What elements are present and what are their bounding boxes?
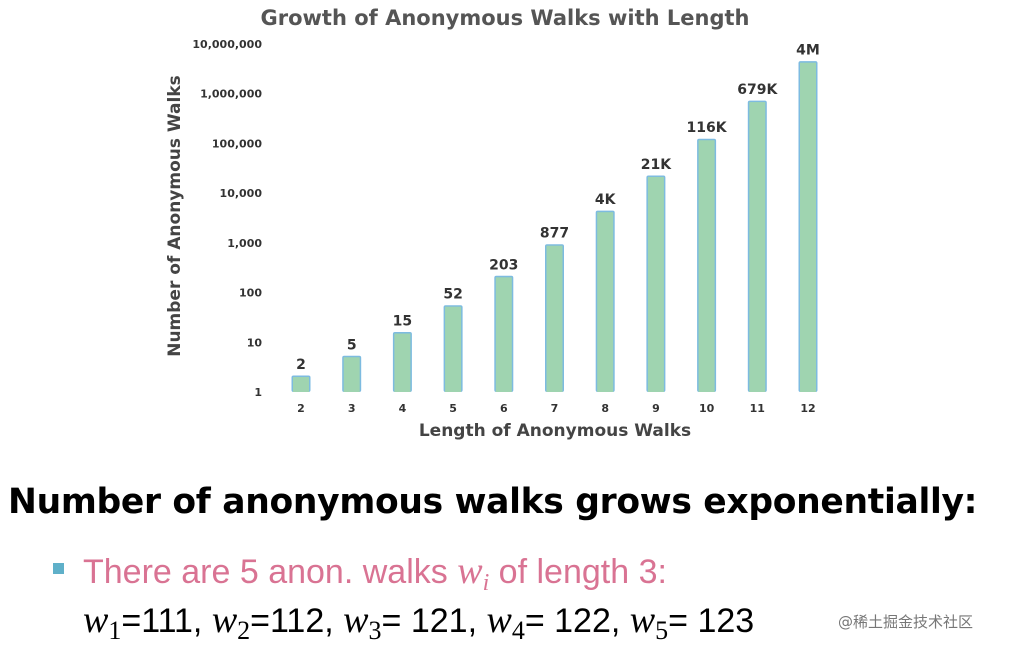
y-tick-label: 10,000,000 xyxy=(192,38,262,51)
walk-sep: = xyxy=(524,602,555,640)
walk-value: 123 xyxy=(697,602,755,640)
walk-sub: 4 xyxy=(511,616,525,645)
walk-variable: w xyxy=(457,550,483,592)
walk-variable-subscript: i xyxy=(482,570,490,596)
chart-title: Growth of Anonymous Walks with Length xyxy=(261,6,750,30)
bar xyxy=(546,245,563,392)
walks-list: w1=111, w2=112, w3= 121, w4= 122, w5= 12… xyxy=(83,598,754,646)
walk-trail: , xyxy=(192,602,212,640)
walk-trail: , xyxy=(610,602,630,640)
x-tick-label: 7 xyxy=(551,402,559,415)
walk-value: 111 xyxy=(141,602,193,640)
data-label: 116K xyxy=(687,120,728,136)
walk-item-4: w4= 122, xyxy=(486,599,630,645)
walk-item-3: w3= 121, xyxy=(343,599,487,645)
headline: Number of anonymous walks grows exponent… xyxy=(8,482,978,522)
walk-trail: , xyxy=(467,602,487,640)
walk-var: w xyxy=(343,599,369,641)
y-tick-label: 10,000 xyxy=(220,187,263,200)
walk-sep: = xyxy=(121,602,142,640)
x-axis-label: Length of Anonymous Walks xyxy=(419,421,691,441)
x-tick-label: 9 xyxy=(652,402,660,415)
walk-sub: 1 xyxy=(108,616,122,645)
y-axis-label: Number of Anonymous Walks xyxy=(165,75,185,357)
data-label: 203 xyxy=(489,257,518,273)
data-label: 21K xyxy=(641,157,672,173)
bullet-square xyxy=(53,563,64,574)
x-tick-label: 8 xyxy=(601,402,609,415)
x-tick-label: 12 xyxy=(800,402,815,415)
x-tick-label: 4 xyxy=(399,402,407,415)
walk-var: w xyxy=(486,599,512,641)
data-label: 5 xyxy=(347,337,357,353)
x-tick-label: 5 xyxy=(449,402,457,415)
bar-chart: Growth of Anonymous Walks with Length Num… xyxy=(165,6,820,441)
y-tick-label: 1,000,000 xyxy=(200,88,262,101)
y-tick-label: 1,000 xyxy=(227,237,262,250)
walk-item-1: w1=111, xyxy=(83,599,212,645)
line1-text: There are 5 anon. walks xyxy=(83,553,458,591)
bar xyxy=(343,357,360,392)
bar xyxy=(698,140,715,392)
data-label: 15 xyxy=(393,314,412,330)
walk-var: w xyxy=(83,599,109,641)
walk-value: 121 xyxy=(410,602,468,640)
x-tick-label: 11 xyxy=(750,402,765,415)
walk-sub: 2 xyxy=(237,616,251,645)
data-label: 679K xyxy=(737,82,778,98)
line1-text-end: of length 3: xyxy=(489,553,667,591)
bar xyxy=(495,277,512,392)
y-tick-label: 100,000 xyxy=(212,137,262,150)
walk-sub: 5 xyxy=(655,616,669,645)
bar xyxy=(293,377,309,392)
data-label: 4M xyxy=(796,43,820,59)
walk-item-2: w2=112, xyxy=(211,599,344,645)
walk-trail: , xyxy=(324,602,344,640)
y-tick-label: 1 xyxy=(254,386,262,399)
bar xyxy=(749,102,766,393)
data-label: 52 xyxy=(443,287,462,303)
bar xyxy=(800,62,816,393)
bar xyxy=(647,176,664,392)
walk-sep: = xyxy=(381,602,411,640)
walk-var: w xyxy=(629,599,656,641)
data-label: 2 xyxy=(296,357,306,373)
y-tick-label: 100 xyxy=(239,287,262,300)
bullet-line: There are 5 anon. walks wi of length 3: xyxy=(83,549,667,597)
watermark: @稀土掘金技术社区 xyxy=(836,611,976,632)
data-label: 877 xyxy=(540,226,569,242)
bar xyxy=(394,333,411,392)
x-tick-label: 2 xyxy=(297,402,305,415)
walk-sep: = xyxy=(668,602,698,640)
data-label: 4K xyxy=(595,192,617,208)
walk-item-5: w5= 123 xyxy=(629,599,755,645)
walk-value: 122 xyxy=(554,602,611,640)
walk-sep: = xyxy=(250,602,271,640)
x-tick-label: 6 xyxy=(500,402,508,415)
walk-value: 112 xyxy=(270,602,325,640)
x-tick-label: 3 xyxy=(348,402,356,415)
x-tick-label: 10 xyxy=(699,402,715,415)
bar xyxy=(597,212,614,392)
walk-var: w xyxy=(211,599,238,641)
bar xyxy=(445,306,462,392)
y-tick-label: 10 xyxy=(247,336,263,349)
walk-sub: 3 xyxy=(368,616,382,645)
